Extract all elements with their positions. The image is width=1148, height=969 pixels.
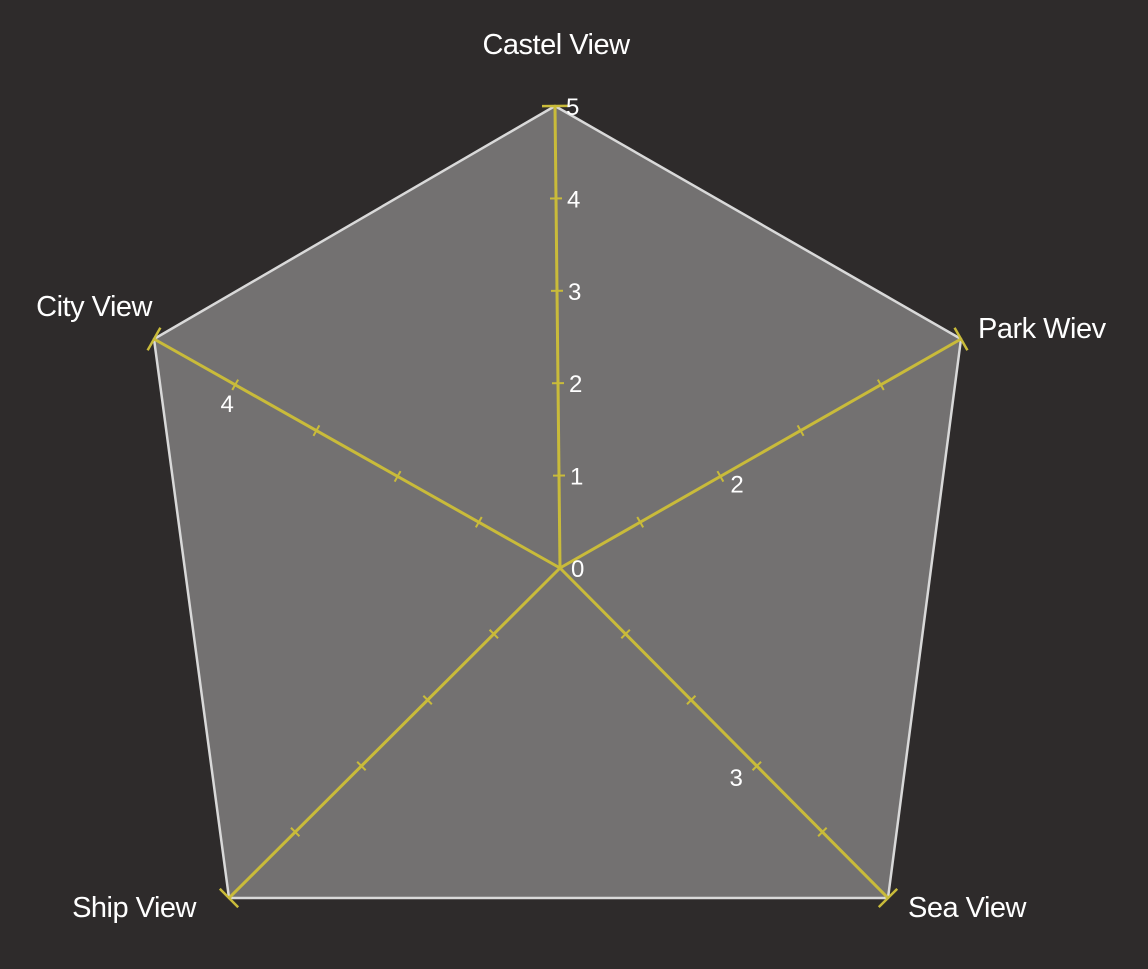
axis-line xyxy=(553,105,562,569)
tick-label: 5 xyxy=(566,94,579,121)
tick-labels-group: 0 1 2 3 4 5 2 3 4 xyxy=(221,94,744,792)
axis-label: City View xyxy=(36,291,153,323)
tick-mark xyxy=(231,379,240,391)
axis-line xyxy=(153,337,561,570)
tick-mark xyxy=(796,424,805,437)
tick-label: 3 xyxy=(568,279,581,306)
axis-label: Ship View xyxy=(72,892,197,924)
axis-labels-group: Castel View Park Wiev Sea View Ship View Cit… xyxy=(36,29,1107,924)
tick-mark xyxy=(488,629,499,639)
tick-label: 2 xyxy=(730,471,743,498)
tick-label: 2 xyxy=(569,371,582,398)
axis-line xyxy=(558,566,890,900)
tick-label: 3 xyxy=(729,765,742,792)
tick-mark xyxy=(474,516,483,528)
tick-mark xyxy=(290,827,301,837)
data-area xyxy=(152,104,963,900)
axis-label: Castel View xyxy=(482,29,631,61)
tick-mark xyxy=(817,827,828,837)
tick-mark xyxy=(422,695,433,705)
tick-mark xyxy=(876,379,885,391)
tick-mark xyxy=(620,629,631,639)
tick-label: 0 xyxy=(571,556,584,583)
tick-mark xyxy=(686,695,697,705)
axis-line xyxy=(227,566,562,900)
tick-mark xyxy=(393,470,402,483)
axis-label: Park Wiev xyxy=(978,313,1107,345)
tick-mark xyxy=(312,424,321,437)
axis-end-cap xyxy=(877,887,899,909)
tick-label: 4 xyxy=(567,186,580,213)
tick-mark xyxy=(636,516,645,528)
tick-label: 4 xyxy=(221,391,234,418)
tick-mark xyxy=(751,761,762,771)
tick-mark xyxy=(356,761,367,771)
axes-group xyxy=(146,104,969,909)
axis-line xyxy=(559,337,962,570)
axis-end-cap xyxy=(218,887,240,909)
axis-end-cap xyxy=(146,327,162,351)
tick-mark xyxy=(716,470,725,483)
tick-marks-group xyxy=(231,197,885,837)
axis-label: Sea View xyxy=(908,892,1028,924)
axis-end-cap xyxy=(953,327,969,351)
tick-label: 1 xyxy=(570,464,583,491)
